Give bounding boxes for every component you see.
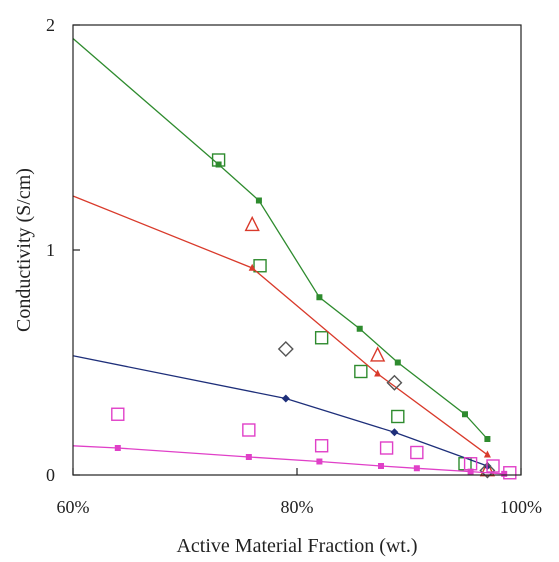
data-point — [391, 409, 405, 424]
data-point — [277, 341, 294, 357]
y-tick-label: 0 — [46, 465, 55, 485]
series-2 — [72, 195, 491, 458]
data-point — [467, 468, 474, 475]
data-point — [479, 462, 496, 479]
x-tick-label: 80% — [281, 497, 314, 517]
data-point — [483, 450, 491, 458]
series-1 — [211, 153, 472, 471]
x-tick-label: 100% — [500, 497, 542, 517]
data-point — [111, 407, 125, 421]
data-point — [255, 197, 262, 204]
data-point — [114, 445, 121, 451]
data-point — [356, 325, 363, 332]
series-line — [72, 355, 488, 467]
data-point — [215, 161, 222, 168]
data-point — [248, 263, 256, 271]
data-point — [486, 459, 500, 473]
data-point — [379, 441, 394, 455]
data-point — [378, 463, 384, 469]
data-point — [479, 461, 496, 477]
data-point — [244, 215, 260, 232]
data-point — [410, 445, 424, 460]
data-point — [314, 439, 329, 453]
data-point — [245, 454, 252, 460]
data-point — [316, 294, 323, 301]
y-tick-label: 1 — [46, 240, 55, 260]
axis-ticks: 60% 80% 100% 0 1 2 — [46, 15, 542, 517]
series-line — [72, 195, 488, 456]
plot-frame — [72, 24, 522, 476]
x-axis-label: Active Material Fraction (wt.) — [176, 535, 417, 557]
data-point — [242, 423, 256, 437]
data-point — [463, 457, 478, 471]
data-point — [394, 359, 401, 366]
series-4 — [72, 355, 492, 470]
y-tick-label: 2 — [46, 15, 55, 35]
x-tick-label: 60% — [57, 497, 90, 517]
data-point — [413, 465, 420, 472]
series-line — [72, 38, 488, 440]
data-point — [370, 346, 386, 362]
data-point — [314, 331, 329, 345]
series-0 — [72, 38, 491, 442]
data-point — [462, 411, 468, 418]
data-point — [281, 394, 290, 403]
data-point — [253, 259, 267, 273]
data-point — [354, 364, 368, 379]
series-3 — [244, 215, 496, 477]
data-point — [503, 466, 517, 480]
y-axis-label: Conductivity (S/cm) — [13, 168, 35, 332]
series-line — [72, 445, 505, 475]
data-point — [374, 369, 382, 377]
data-point — [386, 374, 403, 391]
data-point — [211, 153, 226, 167]
data-point — [390, 428, 399, 437]
series-5 — [277, 341, 496, 479]
data-point — [316, 458, 323, 465]
data-point — [484, 436, 491, 442]
series-7 — [111, 407, 517, 480]
plot-marks — [72, 38, 517, 480]
